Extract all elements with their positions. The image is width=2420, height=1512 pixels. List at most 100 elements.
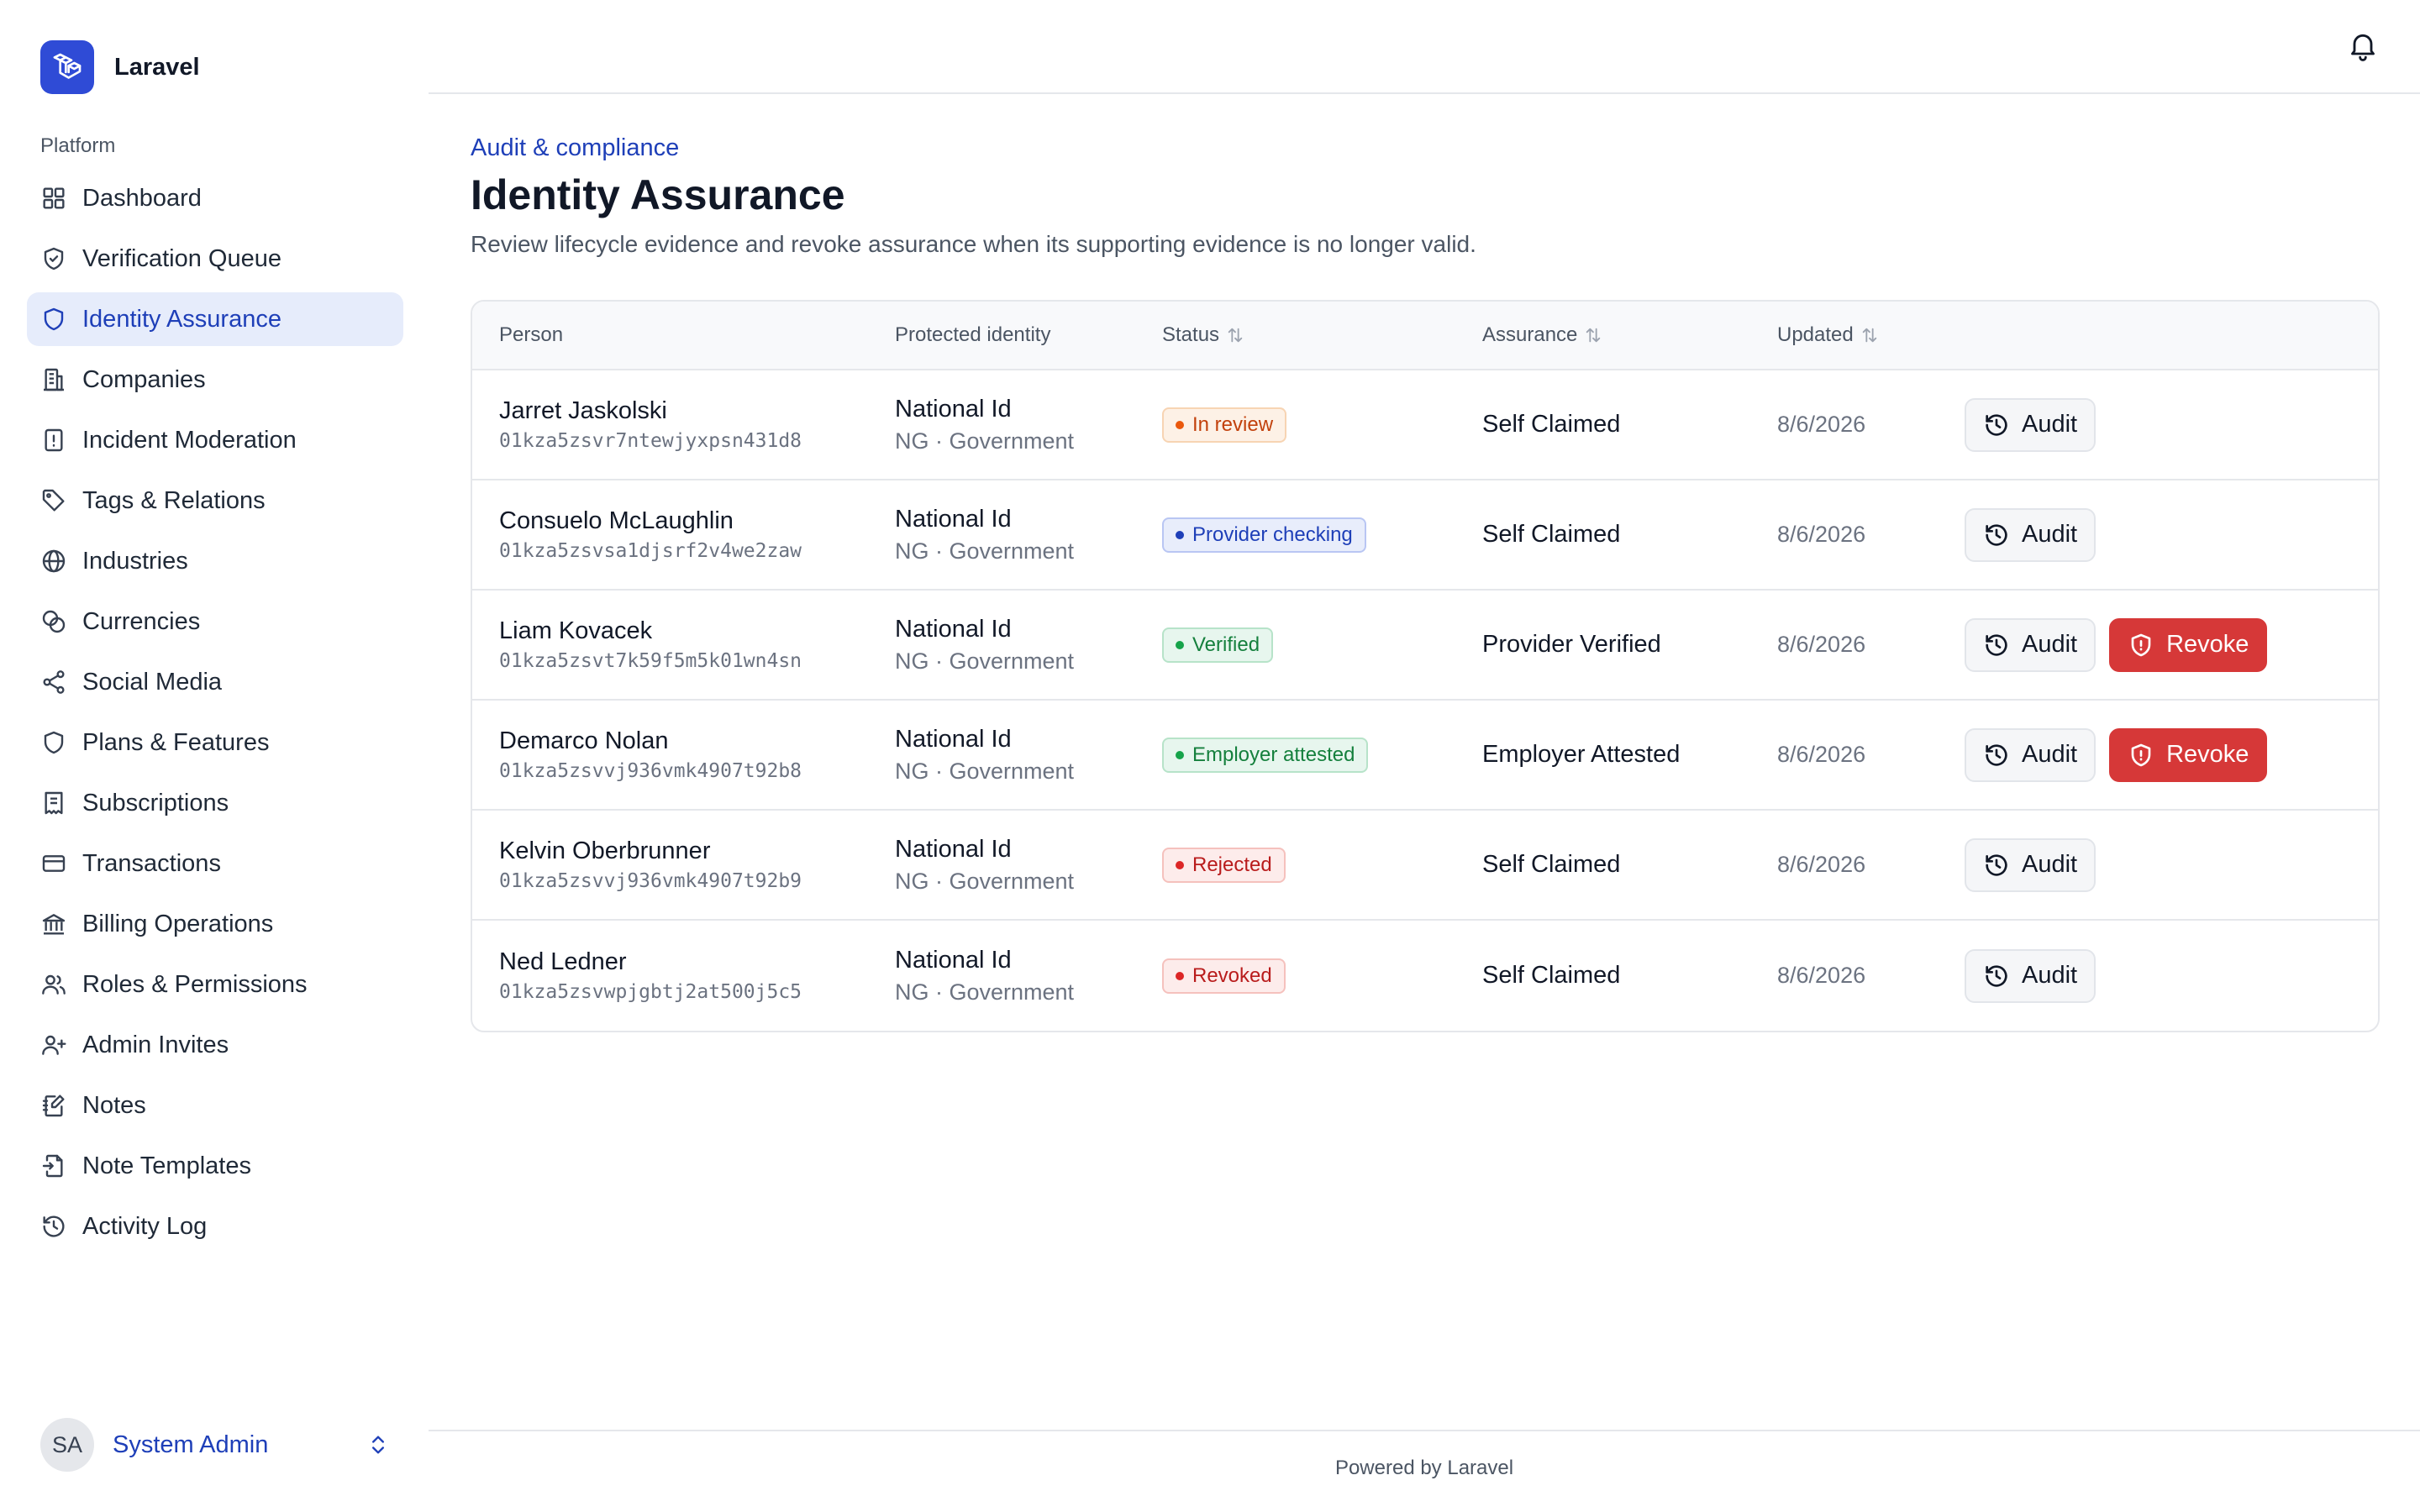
sidebar-item-label: Companies: [82, 365, 206, 393]
updated-date: 8/6/2026: [1777, 632, 1866, 657]
sidebar-item-admin-invites[interactable]: Admin Invites: [27, 1018, 403, 1072]
audit-button[interactable]: Audit: [1965, 397, 2096, 452]
table-header: Person Protected identity Status Assuran…: [472, 302, 2378, 370]
notebook-icon: [40, 1092, 67, 1119]
main-content: Audit & compliance Identity Assurance Re…: [471, 134, 2380, 1032]
sidebar-nav: Dashboard Verification Queue Identity As…: [27, 171, 403, 1260]
person-name: Demarco Nolan: [499, 727, 669, 754]
person-id: 01kza5zsvwpjgbtj2at500j5c5: [499, 981, 802, 1003]
sidebar: Laravel Platform Dashboard Verification …: [0, 0, 429, 1512]
sidebar-item-label: Subscriptions: [82, 789, 229, 816]
audit-button[interactable]: Audit: [1965, 507, 2096, 562]
sidebar-item-transactions[interactable]: Transactions: [27, 837, 403, 890]
assurance-level: Self Claimed: [1482, 521, 1621, 548]
sidebar-item-label: Billing Operations: [82, 910, 274, 937]
building-icon: [40, 366, 67, 393]
footer: Powered by Laravel: [429, 1430, 2420, 1512]
updated-date: 8/6/2026: [1777, 742, 1866, 767]
sidebar-item-subscriptions[interactable]: Subscriptions: [27, 776, 403, 830]
sidebar-item-social-media[interactable]: Social Media: [27, 655, 403, 709]
footer-text: Powered by Laravel: [1334, 1457, 1514, 1479]
page-description: Review lifecycle evidence and revoke ass…: [471, 231, 1476, 257]
user-menu[interactable]: SA System Admin: [40, 1418, 390, 1472]
status-badge: Revoked: [1162, 958, 1286, 994]
sidebar-item-label: Verification Queue: [82, 244, 281, 272]
sidebar-item-plans-features[interactable]: Plans & Features: [27, 716, 403, 769]
sidebar-item-verification-queue[interactable]: Verification Queue: [27, 232, 403, 286]
identity-issuer: NG · Government: [895, 428, 1075, 454]
table-row: Consuelo McLaughlin 01kza5zsvsa1djsrf2v4w…: [472, 480, 2378, 591]
sidebar-item-tags-relations[interactable]: Tags & Relations: [27, 474, 403, 528]
receipt-icon: [40, 790, 67, 816]
sidebar-item-label: Note Templates: [82, 1152, 251, 1179]
shield-alert-icon: [2128, 742, 2154, 769]
users-icon: [40, 971, 67, 998]
table-row: Jarret Jaskolski 01kza5zsvr7ntewjyxpsn431…: [472, 370, 2378, 480]
person-id: 01kza5zsvr7ntewjyxpsn431d8: [499, 430, 802, 452]
updated-date: 8/6/2026: [1777, 852, 1866, 877]
assurance-level: Self Claimed: [1482, 851, 1621, 878]
grid-icon: [40, 185, 67, 212]
column-header-updated[interactable]: Updated: [1777, 323, 1965, 347]
revoke-button[interactable]: Revoke: [2109, 617, 2268, 672]
identity-issuer: NG · Government: [895, 758, 1075, 784]
bell-icon[interactable]: [2346, 29, 2380, 62]
sidebar-item-dashboard[interactable]: Dashboard: [27, 171, 403, 225]
history-icon: [1983, 522, 2010, 549]
audit-button[interactable]: Audit: [1965, 837, 2096, 892]
person-name: Jarret Jaskolski: [499, 397, 667, 424]
file-input-icon: [40, 1152, 67, 1179]
audit-button[interactable]: Audit: [1965, 727, 2096, 782]
updated-date: 8/6/2026: [1777, 412, 1866, 437]
sort-icon: [1860, 325, 1879, 345]
sidebar-item-label: Identity Assurance: [82, 305, 281, 333]
bank-icon: [40, 911, 67, 937]
tag-icon: [40, 487, 67, 514]
identity-type: National Id: [895, 615, 1012, 643]
sidebar-item-note-templates[interactable]: Note Templates: [27, 1139, 403, 1193]
shield-icon: [40, 729, 67, 756]
sidebar-item-incident-moderation[interactable]: Incident Moderation: [27, 413, 403, 467]
identity-issuer: NG · Government: [895, 979, 1075, 1005]
sidebar-item-label: Activity Log: [82, 1212, 208, 1240]
revoke-button[interactable]: Revoke: [2109, 727, 2268, 782]
table-row: Kelvin Oberbrunner 01kza5zsvvj936vmk4907t…: [472, 811, 2378, 921]
sidebar-item-label: Dashboard: [82, 184, 202, 212]
history-icon: [1983, 963, 2010, 990]
audit-button[interactable]: Audit: [1965, 617, 2096, 672]
shield-check-icon: [40, 245, 67, 272]
identity-table: Person Protected identity Status Assuran…: [471, 300, 2380, 1032]
sidebar-item-notes[interactable]: Notes: [27, 1079, 403, 1132]
identity-type: National Id: [895, 835, 1012, 863]
identity-type: National Id: [895, 395, 1012, 423]
sidebar-item-activity-log[interactable]: Activity Log: [27, 1200, 403, 1253]
sidebar-item-companies[interactable]: Companies: [27, 353, 403, 407]
updated-date: 8/6/2026: [1777, 522, 1866, 547]
person-name: Consuelo McLaughlin: [499, 507, 734, 534]
history-icon: [40, 1213, 67, 1240]
sidebar-item-roles-permissions[interactable]: Roles & Permissions: [27, 958, 403, 1011]
avatar: SA: [40, 1418, 94, 1472]
column-header-status[interactable]: Status: [1162, 323, 1482, 347]
assurance-level: Self Claimed: [1482, 411, 1621, 438]
sidebar-item-label: Transactions: [82, 849, 221, 877]
sidebar-item-industries[interactable]: Industries: [27, 534, 403, 588]
laravel-logo-icon: [40, 40, 94, 94]
sidebar-item-billing-operations[interactable]: Billing Operations: [27, 897, 403, 951]
column-header-assurance[interactable]: Assurance: [1482, 323, 1777, 347]
person-id: 01kza5zsvsa1djsrf2v4we2zaw: [499, 540, 802, 562]
nav-heading: Platform: [40, 134, 116, 157]
brand[interactable]: Laravel: [40, 40, 200, 94]
user-plus-icon: [40, 1032, 67, 1058]
assurance-level: Employer Attested: [1482, 741, 1681, 768]
alert-file-icon: [40, 427, 67, 454]
status-badge: Rejected: [1162, 847, 1286, 883]
shield-alert-icon: [2128, 632, 2154, 659]
sidebar-item-currencies[interactable]: Currencies: [27, 595, 403, 648]
person-id: 01kza5zsvvj936vmk4907t92b8: [499, 760, 802, 782]
sidebar-item-label: Currencies: [82, 607, 201, 635]
history-icon: [1983, 742, 2010, 769]
audit-button[interactable]: Audit: [1965, 948, 2096, 1003]
person-name: Kelvin Oberbrunner: [499, 837, 711, 864]
sidebar-item-identity-assurance[interactable]: Identity Assurance: [27, 292, 403, 346]
